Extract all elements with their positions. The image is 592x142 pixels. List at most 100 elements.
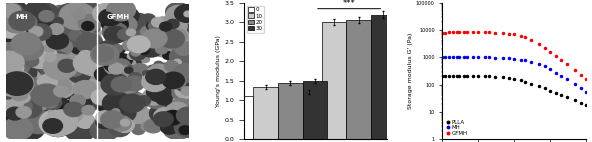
Circle shape [126,29,136,36]
Circle shape [0,2,24,26]
Circle shape [99,9,121,26]
Circle shape [57,108,70,117]
Circle shape [18,110,47,131]
Circle shape [141,123,152,131]
Circle shape [162,115,178,128]
Circle shape [25,56,37,64]
Circle shape [94,118,110,129]
Circle shape [7,10,31,27]
Circle shape [160,30,184,48]
Circle shape [39,109,75,136]
PLLA [558,94,565,96]
Circle shape [38,51,71,76]
Circle shape [74,83,94,99]
Circle shape [163,110,182,125]
Circle shape [146,69,166,84]
Circle shape [57,4,82,22]
Circle shape [0,21,21,43]
Circle shape [36,16,50,26]
Circle shape [175,5,198,22]
Circle shape [110,78,118,85]
Circle shape [77,69,91,80]
Circle shape [60,101,75,112]
Circle shape [166,111,181,122]
Circle shape [104,26,127,43]
PLLA [481,75,488,77]
Circle shape [99,10,125,29]
Circle shape [149,80,157,87]
Bar [278,83,303,139]
Circle shape [13,92,28,104]
Circle shape [18,118,44,138]
Circle shape [114,18,126,27]
Circle shape [110,103,136,123]
Circle shape [44,62,57,72]
GFMH [517,35,524,36]
Circle shape [160,121,178,134]
Circle shape [0,87,16,99]
Circle shape [9,11,35,31]
PLLA [572,99,579,101]
Circle shape [125,28,133,34]
Circle shape [147,83,171,102]
Circle shape [148,65,160,74]
Circle shape [0,10,18,27]
Circle shape [133,30,155,46]
Bar [346,20,371,139]
Circle shape [1,41,31,64]
Circle shape [75,55,100,74]
PLLA [577,102,584,103]
Circle shape [168,29,188,44]
GFMH [511,34,518,35]
Circle shape [152,17,164,27]
Circle shape [110,23,135,41]
Circle shape [79,93,102,110]
Circle shape [173,64,198,82]
Circle shape [166,5,192,25]
PLLA [564,96,571,98]
Circle shape [124,32,152,52]
GFMH [572,69,579,71]
Circle shape [78,15,101,32]
Circle shape [3,37,30,57]
Circle shape [157,110,182,128]
Circle shape [173,52,185,61]
GFMH [475,32,482,33]
Circle shape [166,3,190,21]
PLLA [456,75,463,76]
PLLA [511,78,518,80]
Circle shape [102,22,128,41]
Circle shape [163,52,173,59]
Circle shape [72,9,86,19]
Circle shape [29,30,49,44]
Circle shape [1,59,37,86]
Circle shape [154,63,176,80]
Circle shape [14,109,26,118]
GFMH [528,39,535,40]
MH [572,83,579,84]
Circle shape [39,11,54,22]
Circle shape [20,10,31,18]
Bar [303,81,327,139]
MH [528,61,535,62]
MH [546,69,554,70]
Circle shape [114,127,124,135]
Circle shape [0,47,26,74]
MH [541,65,548,67]
Circle shape [69,66,82,76]
Circle shape [17,116,35,130]
Circle shape [43,54,78,80]
Circle shape [112,15,137,34]
PLLA [583,104,590,106]
Circle shape [117,7,127,15]
Circle shape [169,23,198,45]
Circle shape [117,47,126,53]
GFMH [442,32,449,34]
Circle shape [175,113,197,129]
Circle shape [64,118,96,141]
Circle shape [16,14,37,30]
Circle shape [111,66,137,85]
Circle shape [108,63,123,74]
Bar [253,87,278,139]
Circle shape [37,94,65,115]
